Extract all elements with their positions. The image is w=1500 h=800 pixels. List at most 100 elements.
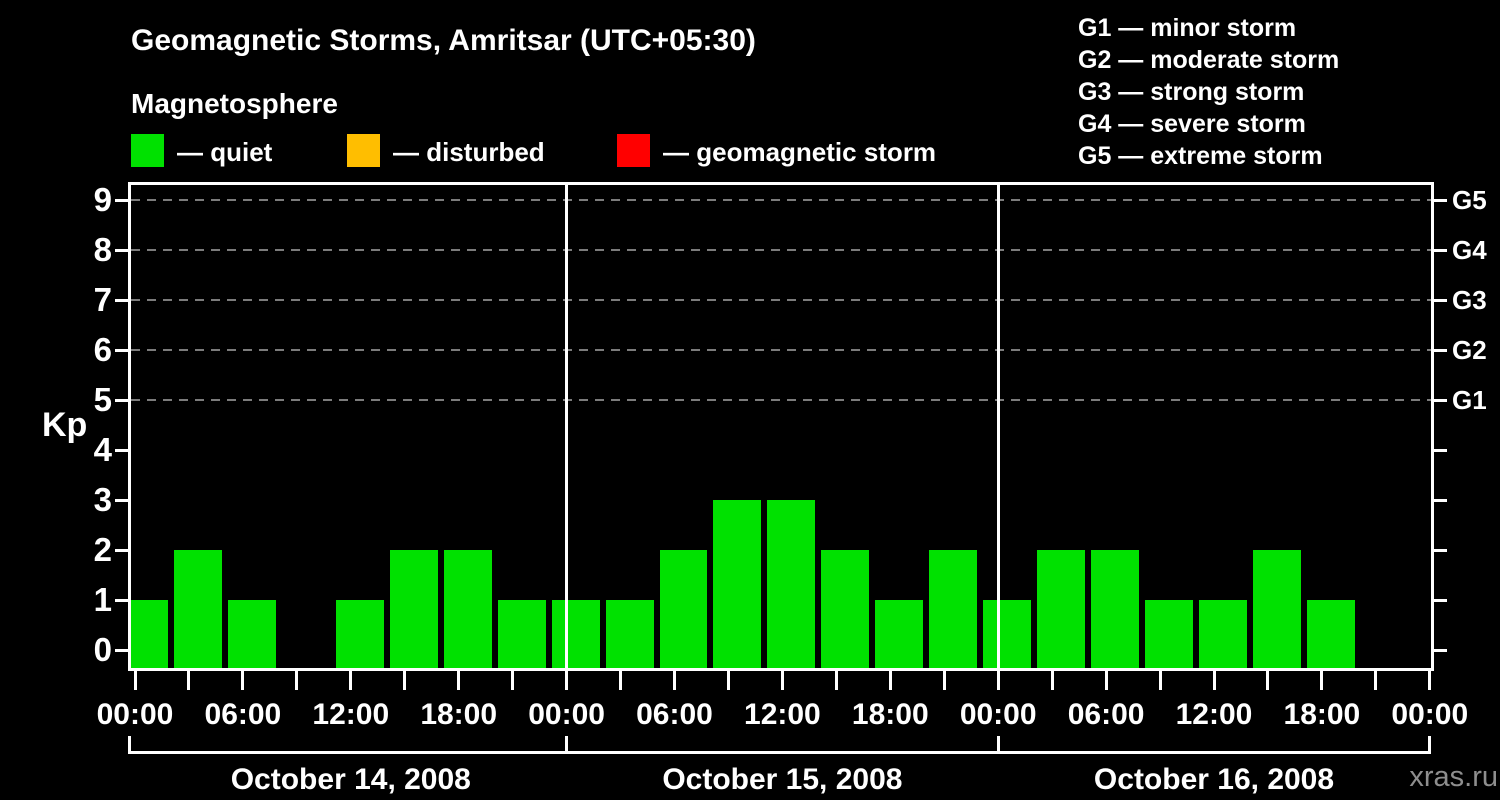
x-axis-label: 06:00 bbox=[636, 698, 713, 731]
gridline-kp5 bbox=[131, 399, 1431, 401]
kp-bar bbox=[497, 600, 546, 668]
date-label: October 14, 2008 bbox=[230, 763, 471, 796]
x-axis-label: 06:00 bbox=[1067, 698, 1145, 731]
g-axis-label-g1: G1 bbox=[1452, 385, 1487, 415]
y-tick-left bbox=[115, 648, 128, 652]
x-axis-label: 12:00 bbox=[312, 698, 390, 731]
y-tick-left bbox=[115, 298, 128, 302]
g-axis-label-g3: G3 bbox=[1452, 285, 1487, 315]
kp-bar bbox=[983, 600, 1032, 668]
x-tick bbox=[403, 671, 407, 690]
x-axis-label: 00:00 bbox=[528, 698, 605, 731]
y-tick-left bbox=[115, 348, 128, 352]
legend-label-quiet: — quiet bbox=[177, 137, 273, 167]
kp-bar bbox=[173, 550, 222, 668]
x-tick bbox=[1428, 671, 1432, 690]
x-tick bbox=[1158, 671, 1162, 690]
g-scale-legend: G1 — minor storm G2 — moderate storm G3 … bbox=[1078, 12, 1339, 172]
kp-bar bbox=[605, 600, 654, 668]
x-tick bbox=[1320, 671, 1324, 690]
chart-subtitle: Magnetosphere bbox=[131, 88, 338, 119]
x-axis-label: 00:00 bbox=[96, 698, 174, 731]
y-tick-right bbox=[1434, 498, 1447, 502]
legend-label-storm: — geomagnetic storm bbox=[663, 137, 937, 167]
gridline-kp9 bbox=[131, 199, 1431, 201]
date-bracket-tick bbox=[565, 736, 569, 752]
x-tick bbox=[349, 671, 353, 690]
y-tick-right bbox=[1434, 448, 1447, 452]
x-tick bbox=[565, 671, 569, 690]
g2-legend-line: G2 — moderate storm bbox=[1078, 46, 1340, 74]
kp-bar bbox=[1199, 600, 1247, 668]
y-tick-left bbox=[115, 598, 128, 602]
gridline-kp8 bbox=[131, 249, 1431, 251]
kp-bar bbox=[1306, 600, 1355, 668]
y-axis-label: 8 bbox=[93, 231, 112, 268]
y-tick-right bbox=[1434, 198, 1447, 202]
x-tick bbox=[1104, 671, 1108, 690]
watermark: xras.ru bbox=[1409, 761, 1498, 793]
plot-area bbox=[128, 182, 1434, 671]
date-bracket-line bbox=[128, 751, 1431, 754]
y-tick-left bbox=[115, 398, 128, 402]
x-tick bbox=[1050, 671, 1054, 690]
x-tick bbox=[457, 671, 461, 690]
y-axis-label: 5 bbox=[93, 381, 112, 418]
x-tick bbox=[942, 671, 946, 690]
g-axis-label-g2: G2 bbox=[1452, 335, 1487, 365]
x-tick bbox=[1266, 671, 1270, 690]
kp-bar bbox=[659, 550, 708, 668]
kp-bar bbox=[875, 600, 924, 668]
x-tick bbox=[133, 671, 137, 690]
gridline-kp7 bbox=[131, 299, 1431, 301]
legend-swatch-quiet bbox=[131, 134, 164, 167]
x-tick bbox=[726, 671, 730, 690]
y-tick-left bbox=[115, 548, 128, 552]
x-axis-label: 18:00 bbox=[1283, 698, 1361, 731]
y-axis-label: 2 bbox=[93, 531, 112, 568]
y-axis-label: 0 bbox=[93, 631, 112, 668]
kp-bar bbox=[1145, 600, 1193, 668]
y-tick-right bbox=[1434, 248, 1447, 252]
kp-bar bbox=[335, 600, 384, 668]
x-tick bbox=[996, 671, 1000, 690]
legend-swatch-disturbed bbox=[347, 134, 380, 167]
day-separator bbox=[996, 185, 1000, 668]
g1-legend-line: G1 — minor storm bbox=[1078, 14, 1297, 42]
x-tick bbox=[619, 671, 623, 690]
x-tick bbox=[241, 671, 245, 690]
kp-bar bbox=[551, 600, 600, 668]
date-label: October 15, 2008 bbox=[662, 763, 903, 796]
x-tick bbox=[780, 671, 784, 690]
legend-label-disturbed: — disturbed bbox=[393, 137, 545, 167]
legend-swatch-storm bbox=[617, 134, 650, 167]
y-axis-label: 9 bbox=[93, 181, 112, 218]
y-tick-right bbox=[1434, 548, 1447, 552]
y-tick-left bbox=[115, 448, 128, 452]
y-tick-left bbox=[115, 248, 128, 252]
date-label: October 16, 2008 bbox=[1093, 763, 1335, 796]
g-axis-label-g4: G4 bbox=[1452, 235, 1487, 265]
y-tick-left bbox=[115, 498, 128, 502]
kp-bar bbox=[929, 550, 978, 668]
y-tick-right bbox=[1434, 398, 1447, 402]
kp-bar bbox=[1037, 550, 1086, 668]
x-axis-label: 00:00 bbox=[959, 698, 1037, 731]
x-axis-label: 06:00 bbox=[204, 698, 282, 731]
x-axis-label: 00:00 bbox=[1391, 698, 1469, 731]
y-tick-right bbox=[1434, 298, 1447, 302]
y-axis-label: 7 bbox=[93, 281, 112, 318]
x-tick bbox=[295, 671, 299, 690]
kp-bar bbox=[713, 500, 762, 668]
y-axis-title: Kp bbox=[42, 406, 88, 444]
date-bracket-tick bbox=[996, 736, 1000, 752]
gridline-kp6 bbox=[131, 349, 1431, 351]
x-tick bbox=[511, 671, 515, 690]
kp-bar bbox=[227, 600, 276, 668]
x-tick bbox=[888, 671, 892, 690]
kp-bar bbox=[131, 600, 168, 668]
x-tick bbox=[1212, 671, 1216, 690]
kp-bar bbox=[1252, 550, 1301, 668]
y-tick-right bbox=[1434, 648, 1447, 652]
